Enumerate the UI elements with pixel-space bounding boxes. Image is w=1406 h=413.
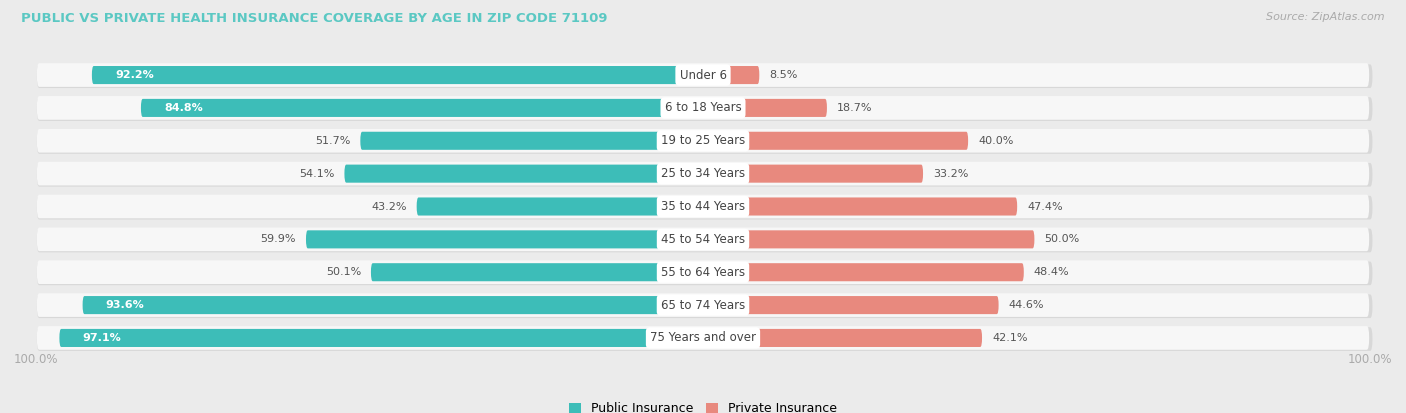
Legend: Public Insurance, Private Insurance: Public Insurance, Private Insurance <box>564 397 842 413</box>
FancyBboxPatch shape <box>703 296 998 314</box>
Text: 18.7%: 18.7% <box>837 103 872 113</box>
FancyBboxPatch shape <box>360 132 703 150</box>
FancyBboxPatch shape <box>37 97 1372 121</box>
Text: 8.5%: 8.5% <box>769 70 797 80</box>
Text: 100.0%: 100.0% <box>1348 353 1392 366</box>
Text: 48.4%: 48.4% <box>1033 267 1070 277</box>
FancyBboxPatch shape <box>37 229 1372 252</box>
FancyBboxPatch shape <box>37 293 1369 317</box>
FancyBboxPatch shape <box>37 63 1369 87</box>
FancyBboxPatch shape <box>416 197 703 216</box>
FancyBboxPatch shape <box>703 165 924 183</box>
FancyBboxPatch shape <box>37 261 1372 285</box>
FancyBboxPatch shape <box>371 263 703 281</box>
FancyBboxPatch shape <box>37 129 1369 153</box>
Text: 40.0%: 40.0% <box>979 136 1014 146</box>
Text: Source: ZipAtlas.com: Source: ZipAtlas.com <box>1267 12 1385 22</box>
Text: 45 to 54 Years: 45 to 54 Years <box>661 233 745 246</box>
FancyBboxPatch shape <box>703 66 759 84</box>
FancyBboxPatch shape <box>37 195 1369 218</box>
Text: Under 6: Under 6 <box>679 69 727 81</box>
FancyBboxPatch shape <box>83 296 703 314</box>
Text: 84.8%: 84.8% <box>165 103 202 113</box>
Text: 54.1%: 54.1% <box>299 169 335 179</box>
Text: 50.0%: 50.0% <box>1045 234 1080 244</box>
FancyBboxPatch shape <box>307 230 703 248</box>
FancyBboxPatch shape <box>703 230 1035 248</box>
FancyBboxPatch shape <box>37 130 1372 154</box>
Text: 65 to 74 Years: 65 to 74 Years <box>661 299 745 311</box>
FancyBboxPatch shape <box>37 228 1369 251</box>
Text: 100.0%: 100.0% <box>14 353 58 366</box>
FancyBboxPatch shape <box>91 66 703 84</box>
FancyBboxPatch shape <box>703 132 969 150</box>
Text: 51.7%: 51.7% <box>315 136 350 146</box>
Text: PUBLIC VS PRIVATE HEALTH INSURANCE COVERAGE BY AGE IN ZIP CODE 71109: PUBLIC VS PRIVATE HEALTH INSURANCE COVER… <box>21 12 607 25</box>
FancyBboxPatch shape <box>37 64 1372 88</box>
Text: 6 to 18 Years: 6 to 18 Years <box>665 102 741 114</box>
FancyBboxPatch shape <box>59 329 703 347</box>
Text: 43.2%: 43.2% <box>371 202 406 211</box>
FancyBboxPatch shape <box>37 196 1372 219</box>
Text: 44.6%: 44.6% <box>1008 300 1045 310</box>
FancyBboxPatch shape <box>37 162 1369 185</box>
FancyBboxPatch shape <box>703 99 827 117</box>
FancyBboxPatch shape <box>344 165 703 183</box>
Text: 92.2%: 92.2% <box>115 70 153 80</box>
Text: 25 to 34 Years: 25 to 34 Years <box>661 167 745 180</box>
FancyBboxPatch shape <box>141 99 703 117</box>
FancyBboxPatch shape <box>37 163 1372 187</box>
FancyBboxPatch shape <box>703 263 1024 281</box>
Text: 75 Years and over: 75 Years and over <box>650 332 756 344</box>
FancyBboxPatch shape <box>37 294 1372 318</box>
FancyBboxPatch shape <box>703 197 1017 216</box>
Text: 59.9%: 59.9% <box>260 234 297 244</box>
Text: 35 to 44 Years: 35 to 44 Years <box>661 200 745 213</box>
Text: 97.1%: 97.1% <box>83 333 121 343</box>
FancyBboxPatch shape <box>37 326 1369 350</box>
Text: 55 to 64 Years: 55 to 64 Years <box>661 266 745 279</box>
Text: 33.2%: 33.2% <box>934 169 969 179</box>
FancyBboxPatch shape <box>37 96 1369 120</box>
FancyBboxPatch shape <box>703 329 981 347</box>
Text: 50.1%: 50.1% <box>326 267 361 277</box>
Text: 93.6%: 93.6% <box>105 300 145 310</box>
Text: 19 to 25 Years: 19 to 25 Years <box>661 134 745 147</box>
FancyBboxPatch shape <box>37 260 1369 284</box>
Text: 47.4%: 47.4% <box>1028 202 1063 211</box>
Text: 42.1%: 42.1% <box>993 333 1028 343</box>
FancyBboxPatch shape <box>37 327 1372 351</box>
